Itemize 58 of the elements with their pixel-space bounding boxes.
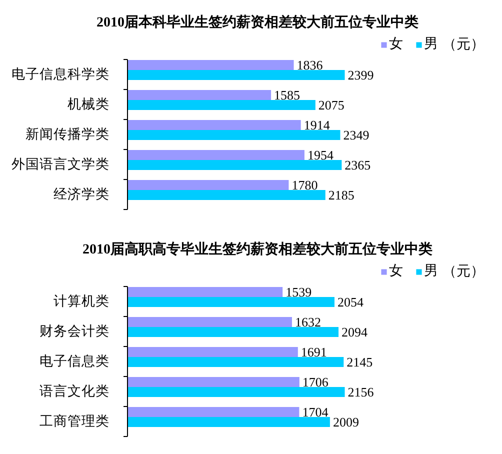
bar <box>128 406 300 417</box>
data-label: 1585 <box>274 87 300 102</box>
chart-title: 2010届本科毕业生签约薪资相差较大前五位专业中类 <box>96 14 418 30</box>
y-tick-label: 外国语言文学类 <box>12 156 110 172</box>
data-label: 1836 <box>296 57 324 72</box>
data-label: 1632 <box>294 314 321 330</box>
data-label: 1691 <box>300 344 327 360</box>
text: （元） <box>442 36 484 52</box>
y-tick-label: 语言文化类 <box>40 384 110 400</box>
y-tick-label: 工商管理类 <box>40 414 110 430</box>
data-label: 1780 <box>292 177 318 192</box>
data-label: 2365 <box>344 158 371 173</box>
bar <box>128 130 340 140</box>
bar <box>128 297 334 308</box>
y-tick-label: 经济学类 <box>54 186 110 202</box>
bar <box>128 190 326 200</box>
data-label: 1539 <box>286 284 312 300</box>
data-label: 1706 <box>302 374 329 390</box>
legend-label: 女 <box>389 35 404 53</box>
data-label: 1914 <box>304 117 330 132</box>
bar <box>128 60 294 70</box>
bar <box>128 327 339 338</box>
data-label: 2054 <box>337 294 364 310</box>
y-tick-label: 新闻传播学类 <box>26 126 110 142</box>
text: （元） <box>442 264 484 280</box>
bar <box>128 346 298 357</box>
chart-title: 2010届高职高专毕业生签约薪资相差较大前五位专业中类 <box>82 240 432 258</box>
legend-label: 女 <box>389 262 404 280</box>
bar <box>128 180 289 190</box>
data-label: 2399 <box>348 68 374 83</box>
bar <box>128 70 345 80</box>
data-label: 2009 <box>332 414 359 430</box>
bar <box>128 90 272 100</box>
y-tick-label: 电子信息科学类 <box>12 66 110 82</box>
bar <box>128 150 304 160</box>
legend-label: 男 <box>424 35 439 53</box>
data-label: 2094 <box>342 324 368 340</box>
bar <box>128 120 301 130</box>
bar <box>128 357 344 368</box>
y-tick-label: 机械类 <box>68 96 110 112</box>
y-tick-label: 计算机类 <box>54 294 110 310</box>
data-label: 2156 <box>348 384 374 400</box>
bar <box>128 100 316 110</box>
bar <box>128 376 300 387</box>
bar <box>128 387 345 398</box>
data-label: 2349 <box>343 128 370 143</box>
y-tick-label: 电子信息类 <box>40 354 110 370</box>
bar <box>128 286 283 297</box>
data-label: 1704 <box>302 404 329 420</box>
data-label: 1954 <box>307 147 334 162</box>
y-tick-label: 财务会计类 <box>40 324 110 340</box>
bar <box>128 417 330 428</box>
bar <box>128 316 292 327</box>
data-label: 2075 <box>318 98 344 113</box>
data-label: 2145 <box>346 354 373 370</box>
bar <box>128 160 342 170</box>
data-label: 2185 <box>328 188 354 203</box>
legend-label: 男 <box>424 262 439 280</box>
